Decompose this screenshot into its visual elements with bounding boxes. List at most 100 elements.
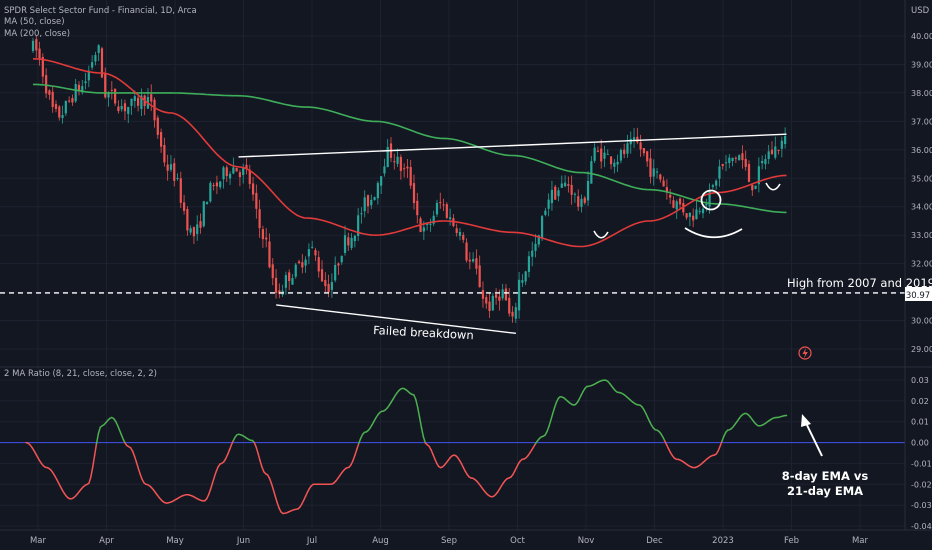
candle-body	[71, 98, 74, 103]
candle-body	[731, 157, 734, 162]
candle-body	[554, 186, 557, 200]
cup-mark-small-1	[593, 230, 609, 239]
candle-body	[416, 200, 419, 216]
candle-body	[698, 211, 701, 213]
ratio-line-segment	[259, 459, 263, 468]
candle-body	[475, 258, 478, 269]
candle-body	[304, 259, 307, 266]
candle-body	[613, 162, 616, 167]
candle-body	[777, 149, 780, 151]
indicator-pane[interactable]	[0, 379, 905, 515]
ratio-line-segment	[548, 419, 552, 428]
candle-body	[784, 136, 787, 145]
candle-body	[721, 163, 724, 167]
ma50-line[interactable]	[32, 58, 787, 248]
candle-body	[120, 106, 123, 110]
ma200-legend: MA (200, close)	[4, 29, 70, 39]
candle-body	[330, 282, 333, 290]
candle-body	[258, 209, 261, 229]
candle-body	[284, 275, 287, 288]
candle-body	[606, 153, 609, 155]
candle-body	[547, 199, 550, 209]
cup-mark-large	[684, 227, 743, 239]
price-badge-text: 30.97	[906, 291, 930, 301]
candle-body	[718, 166, 721, 179]
candle-body	[498, 296, 501, 301]
candle-body	[741, 153, 744, 161]
ratio-line-segment	[302, 495, 307, 502]
x-tick-label: Aug	[372, 536, 389, 546]
candle-body	[383, 166, 386, 174]
candle-body	[268, 241, 271, 268]
x-tick-label: Jun	[236, 536, 250, 546]
candle-body	[590, 161, 593, 184]
currency-label: USD	[911, 6, 930, 16]
ratio-line-segment	[304, 491, 309, 497]
candle-body	[468, 259, 471, 262]
candle-body	[340, 256, 343, 263]
upper-trendline[interactable]	[238, 133, 787, 158]
ratio-line-segment	[95, 432, 100, 445]
candle-body	[527, 256, 531, 272]
y-tick-label: 29.00	[911, 345, 932, 354]
ratio-line-segment	[270, 482, 275, 491]
lower-trendline[interactable]	[276, 304, 517, 335]
candle-body	[583, 197, 586, 203]
candle-body	[537, 235, 540, 245]
ma200-line[interactable]	[33, 83, 787, 214]
candle-body	[265, 237, 268, 240]
candle-body	[399, 156, 402, 171]
candle-body	[232, 167, 235, 174]
candle-body	[751, 184, 754, 191]
candle-body	[376, 183, 379, 199]
y-tick-label: 33.00	[911, 231, 932, 240]
y-tick-label: 37.00	[911, 117, 932, 126]
ratio-line-segment	[211, 476, 216, 485]
candle-body	[652, 168, 655, 177]
ratio-line-segment	[354, 448, 358, 456]
candle-body	[603, 152, 606, 159]
candle-body	[182, 202, 186, 211]
ratio-line-segment	[213, 470, 217, 478]
ratio-line-segment	[215, 466, 219, 473]
candle-body	[255, 192, 258, 209]
indicator-tick-label: -0.02	[911, 480, 932, 489]
candle-body	[77, 84, 81, 92]
candle-body	[623, 149, 626, 155]
candle-body	[600, 148, 603, 162]
candle-body	[715, 180, 718, 186]
candle-body	[429, 223, 432, 225]
candle-body	[274, 277, 278, 293]
candle-body	[435, 202, 439, 215]
candle-body	[550, 189, 554, 204]
ratio-line-segment	[253, 441, 257, 448]
candle-body	[567, 184, 570, 186]
price-pane[interactable]	[0, 35, 905, 335]
x-tick-label: Jul	[306, 536, 317, 546]
y-tick-label: 39.00	[911, 60, 932, 69]
candle-body	[544, 210, 547, 215]
ratio-line-segment	[717, 445, 721, 452]
y-tick-label: 32.00	[911, 260, 932, 269]
y-tick-label: 40.00	[911, 32, 932, 41]
lightning-icon[interactable]	[798, 346, 812, 360]
candle-body	[724, 162, 728, 164]
candle-body	[488, 301, 491, 312]
ema-note-line1: 8-day EMA vs	[782, 469, 869, 483]
candle-body	[153, 99, 156, 121]
candle-body	[639, 142, 642, 150]
candle-body	[84, 81, 87, 84]
candle-body	[87, 70, 90, 81]
candle-body	[343, 235, 347, 253]
ratio-line-segment	[434, 458, 438, 464]
x-tick-label: Apr	[99, 536, 114, 546]
ratio-line-segment	[413, 394, 417, 401]
indicator-tick-label: -0.01	[911, 459, 932, 468]
candle-body	[235, 168, 238, 172]
candle-body	[662, 180, 665, 187]
ratio-line-segment	[274, 495, 278, 504]
ratio-line-segment	[261, 466, 265, 473]
